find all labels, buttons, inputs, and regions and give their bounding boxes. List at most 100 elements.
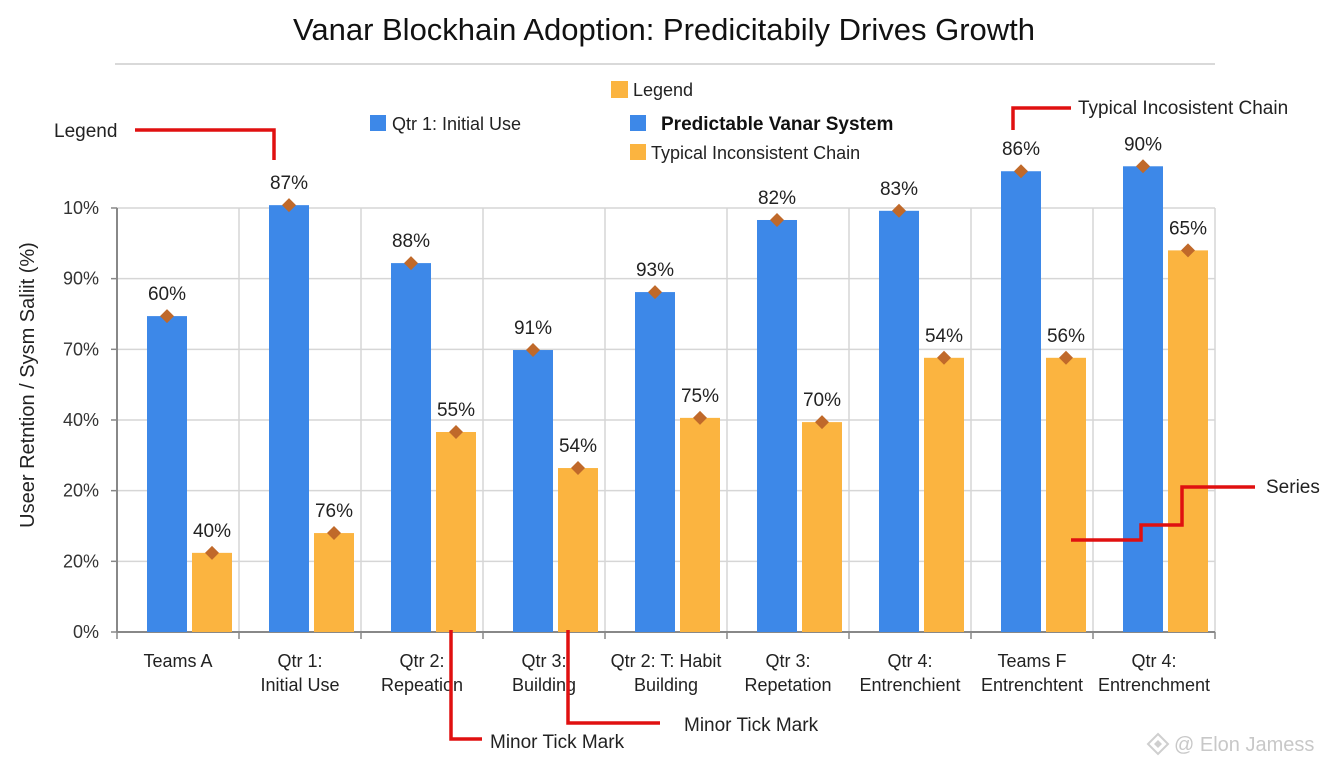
bar-typical [436, 432, 476, 632]
x-tick-label: Qtr 2: Repeation [381, 651, 463, 695]
diamond-marker-icon [160, 309, 174, 324]
data-label-typical: 56% [1047, 326, 1085, 347]
diamond-marker-icon [1136, 159, 1150, 174]
annotation-minor-tick-2-line [566, 630, 660, 725]
x-tick-label: Qtr 4: Entrenchient [859, 651, 960, 695]
x-tick-label-line: Teams A [143, 651, 212, 671]
diamond-marker-icon [815, 415, 829, 430]
legend-header-swatch [611, 81, 628, 98]
x-tick-label-line: Qtr 2: T: Habit [611, 651, 722, 671]
binance-diamond-icon [1146, 732, 1170, 756]
data-label-vanar: 93% [636, 260, 674, 281]
bar-typical [192, 552, 232, 632]
legend-label-vanar: Predictable Vanar System [661, 114, 893, 135]
bar-vanar [879, 210, 919, 632]
data-label-vanar: 91% [514, 318, 552, 339]
diamond-marker-icon [892, 203, 906, 218]
bar-vanar [1001, 171, 1041, 632]
diamond-marker-icon [571, 461, 585, 476]
annotation-legend-line [135, 128, 276, 160]
y-tick-label: 0% [73, 622, 99, 642]
data-labels: 60% 87% 88% 91% 93% 82% 83% 86% 90% 40% 76% 55% 54% 7… [148, 134, 1207, 542]
watermark-text: @ Elon Jamess [1174, 734, 1314, 756]
bar-typical [558, 468, 598, 632]
x-tick-label-line: Repetation [744, 675, 831, 695]
data-label-vanar: 60% [148, 284, 186, 305]
diamond-marker-icon [327, 526, 341, 541]
x-tick-label: Qtr 3: Building [512, 651, 576, 695]
y-tick-label: 20% [63, 551, 99, 571]
y-tick-label: 70% [63, 339, 99, 359]
markers [160, 159, 1195, 560]
bar-typical [924, 357, 964, 632]
watermark: @ Elon Jamess [1146, 732, 1314, 756]
x-tick-label-line: Teams F [997, 651, 1066, 671]
data-label-typical: 75% [681, 386, 719, 407]
data-label-vanar: 88% [392, 231, 430, 252]
x-tick-label-line: Qtr 4: [887, 651, 932, 671]
diamond-marker-icon [1014, 164, 1028, 179]
bar-vanar [757, 219, 797, 632]
data-label-typical: 65% [1169, 218, 1207, 239]
y-tick-label: 10% [63, 198, 99, 218]
legend-swatch-typical [630, 144, 646, 160]
data-label-vanar: 90% [1124, 134, 1162, 155]
diamond-marker-icon [693, 410, 707, 425]
bars [147, 166, 1208, 632]
data-label-typical: 40% [193, 521, 231, 542]
y-tick-label: 90% [63, 269, 99, 289]
bar-vanar [147, 316, 187, 632]
diamond-marker-icon [404, 256, 418, 271]
annotation-series: Series [1266, 477, 1320, 498]
x-tick-label-line: Entrenchtent [981, 675, 1083, 695]
diamond-marker-icon [648, 285, 662, 300]
legend-label-typical: Typical Inconsistent Chain [651, 143, 860, 163]
bar-vanar [635, 292, 675, 632]
x-tick-label-line: Qtr 4: [1131, 651, 1176, 671]
legend: Legend Qtr 1: Initial Use Predictable Va… [370, 80, 893, 163]
y-tick-label: 20% [63, 481, 99, 501]
diamond-marker-icon [526, 343, 540, 358]
data-label-vanar: 82% [758, 188, 796, 209]
diamond-marker-icon [449, 425, 463, 440]
bar-typical [680, 417, 720, 632]
x-tick-label-line: Initial Use [260, 675, 339, 695]
data-label-typical: 54% [559, 436, 597, 457]
x-tick-label-line: Qtr 3: [765, 651, 810, 671]
data-label-typical: 76% [315, 501, 353, 522]
bar-vanar [1123, 166, 1163, 632]
data-label-vanar: 87% [270, 173, 308, 194]
y-tick-labels: 0% 20% 20% 40% 70% 90% 10% [63, 198, 99, 642]
annotation-series-line [1071, 485, 1255, 542]
bar-vanar [269, 205, 309, 632]
diamond-marker-icon [1059, 350, 1073, 365]
x-tick-label-line: Qtr 3: [521, 651, 566, 671]
legend-extra-label: Qtr 1: Initial Use [392, 114, 521, 134]
chart-title: Vanar Blockhain Adoption: Predicitabily … [293, 12, 1035, 47]
bar-typical [1168, 250, 1208, 632]
bar-typical [1046, 357, 1086, 632]
y-axis-label: Useer Retntion / Sysm Saliit (%) [17, 242, 39, 528]
x-tick-label-line: Repeation [381, 675, 463, 695]
annotation-minor-tick-1: Minor Tick Mark [490, 732, 625, 753]
x-tick-label: Qtr 3: Repetation [744, 651, 831, 695]
diamond-marker-icon [282, 198, 296, 213]
bar-typical [802, 422, 842, 632]
x-tick-label-line: Entrenchment [1098, 675, 1210, 695]
data-label-vanar: 86% [1002, 139, 1040, 160]
data-label-typical: 54% [925, 326, 963, 347]
diamond-marker-icon [205, 545, 219, 560]
x-tick-label-line: Qtr 2: [399, 651, 444, 671]
x-tick-label: Teams F Entrenchtent [981, 651, 1083, 695]
diamond-marker-icon [937, 350, 951, 365]
x-tick-label: Qtr 1: Initial Use [260, 651, 339, 695]
annotation-minor-tick-2: Minor Tick Mark [684, 715, 819, 736]
x-tick-label-line: Entrenchient [859, 675, 960, 695]
data-label-vanar: 83% [880, 179, 918, 200]
annotation-typical-chain: Typical Incosistent Chain [1078, 98, 1288, 119]
diamond-marker-icon [1181, 243, 1195, 258]
legend-swatch-vanar [630, 115, 646, 131]
legend-extra-swatch [370, 115, 386, 131]
